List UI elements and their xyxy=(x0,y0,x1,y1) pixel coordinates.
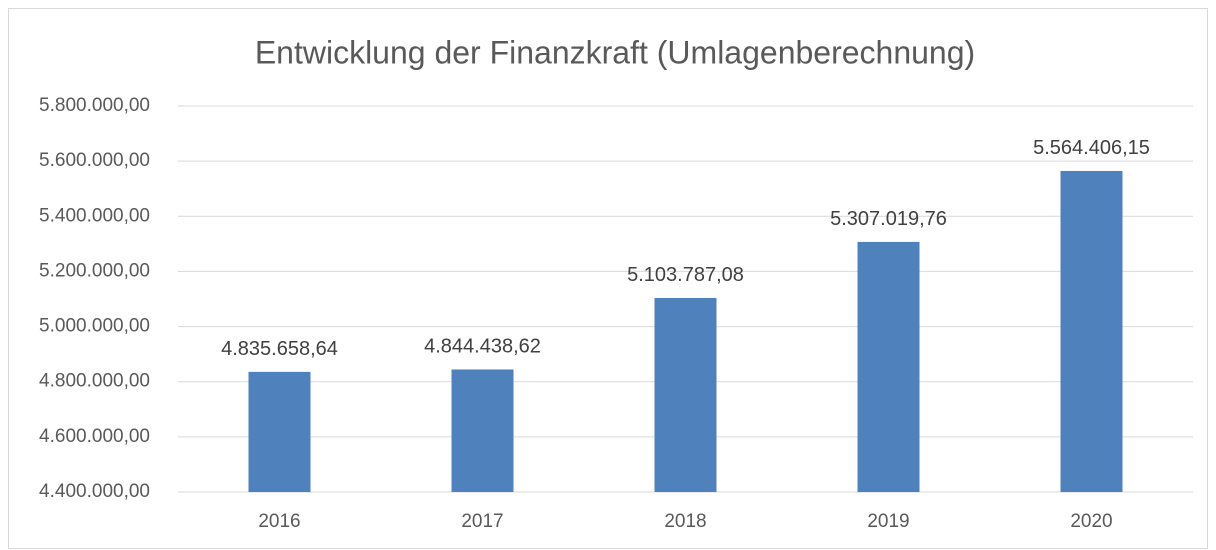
chart-border xyxy=(8,8,1208,549)
bar xyxy=(451,369,514,492)
x-tick-label: 2018 xyxy=(664,511,706,532)
x-tick-label: 2020 xyxy=(1070,511,1112,532)
x-tick-label: 2016 xyxy=(258,511,300,532)
value-label: 5.103.787,08 xyxy=(627,264,744,286)
chart-title: Entwicklung der Finanzkraft (Umlagenbere… xyxy=(255,34,975,70)
value-label: 5.564.406,15 xyxy=(1033,137,1150,159)
value-label: 4.835.658,64 xyxy=(221,338,338,360)
y-tick-label: 5.600.000,00 xyxy=(39,150,150,171)
y-tick-label: 5.400.000,00 xyxy=(39,205,150,226)
x-tick-label: 2017 xyxy=(461,511,503,532)
bar xyxy=(654,297,717,492)
y-tick-label: 4.400.000,00 xyxy=(39,481,150,502)
value-label: 5.307.019,76 xyxy=(830,208,947,230)
y-tick-label: 5.800.000,00 xyxy=(39,95,150,116)
value-label: 4.844.438,62 xyxy=(424,336,541,358)
y-tick-label: 4.600.000,00 xyxy=(39,426,150,447)
y-tick-label: 4.800.000,00 xyxy=(39,371,150,392)
bar xyxy=(248,371,311,492)
bar xyxy=(1060,170,1123,492)
bar xyxy=(857,241,920,492)
y-tick-label: 5.200.000,00 xyxy=(39,260,150,281)
y-tick-label: 5.000.000,00 xyxy=(39,316,150,337)
x-tick-label: 2019 xyxy=(867,511,909,532)
